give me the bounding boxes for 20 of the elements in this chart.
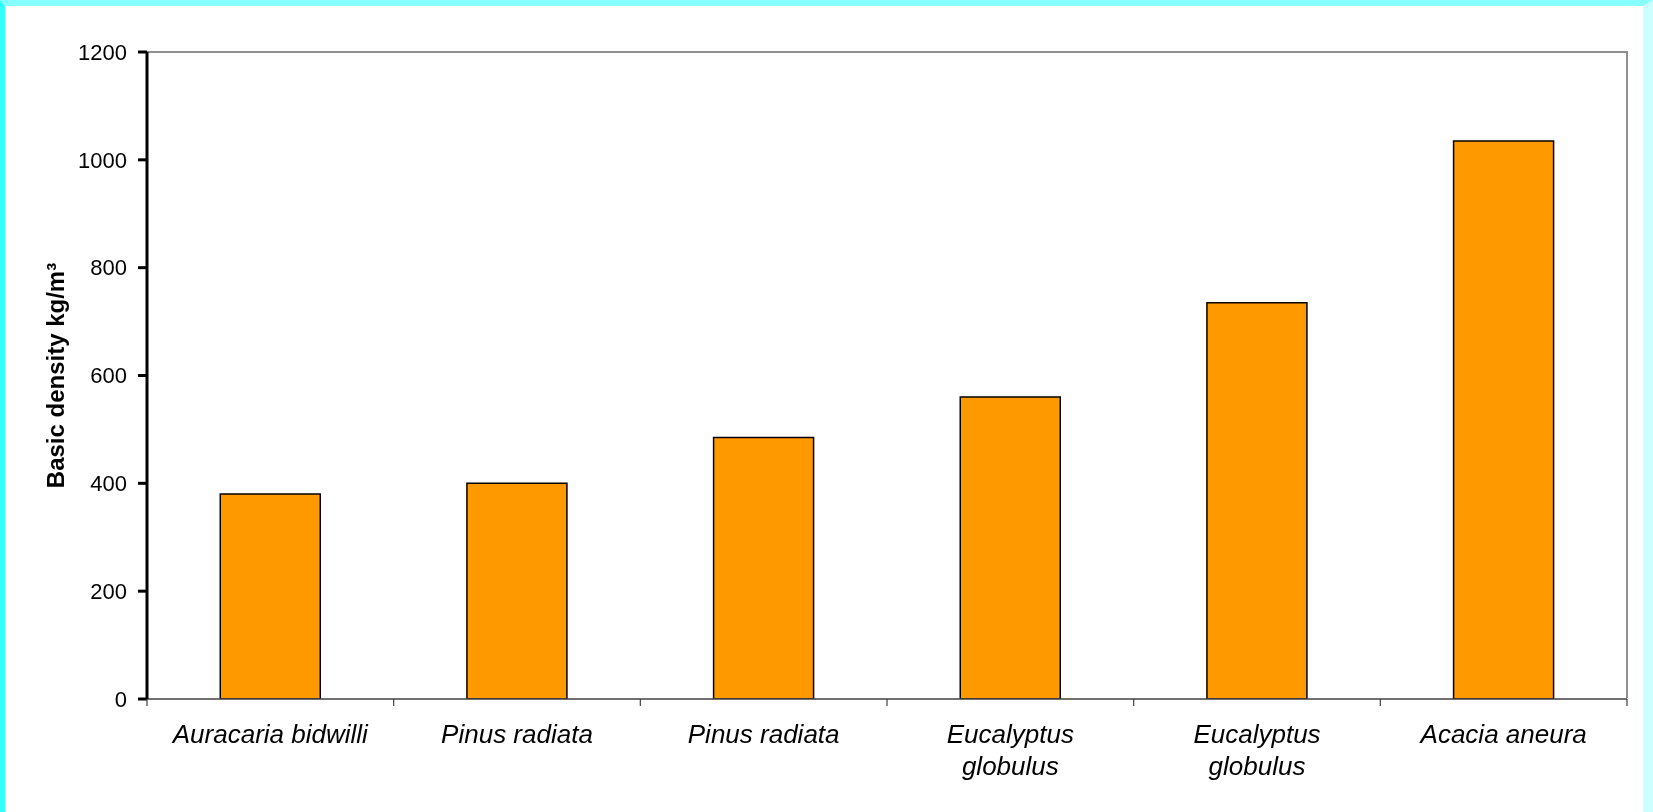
y-tick-label: 600 xyxy=(90,363,127,389)
bar xyxy=(219,493,322,699)
y-axis-title: Basic density kg/m³ xyxy=(41,262,69,489)
y-tick-label: 1200 xyxy=(78,39,127,65)
x-tick-label: Eucalyptus globulus xyxy=(1193,719,1321,781)
x-tick-label: Eucalyptus globulus xyxy=(946,719,1074,781)
bar xyxy=(466,482,568,699)
x-tick-label: Pinus radiata xyxy=(441,719,593,749)
x-tick-label: Acacia aneura xyxy=(1418,719,1587,749)
y-tick-label: 400 xyxy=(90,471,127,497)
bar xyxy=(959,396,1062,699)
bar xyxy=(1206,301,1308,699)
x-tick-label: Auracaria bidwilli xyxy=(170,719,370,749)
y-tick-label: 0 xyxy=(114,686,127,712)
x-tick-label: Pinus radiata xyxy=(687,719,840,749)
bar xyxy=(712,436,815,699)
bar xyxy=(1452,140,1555,699)
y-tick-label: 1000 xyxy=(78,147,127,173)
y-tick-label: 800 xyxy=(90,255,127,281)
y-tick-label: 200 xyxy=(90,578,127,604)
